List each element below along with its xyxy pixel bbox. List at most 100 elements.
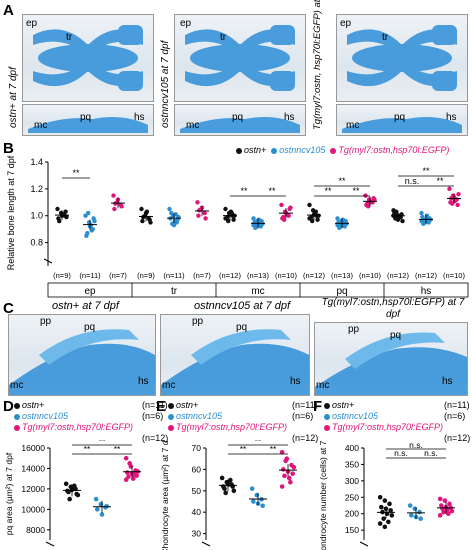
data-point-b <box>310 218 315 224</box>
data-point <box>279 484 285 489</box>
data-point-b <box>86 210 91 216</box>
data-point-b <box>363 193 368 198</box>
y-tick-label-b: 1.4 <box>30 157 43 167</box>
data-point-b <box>92 218 97 224</box>
data-point <box>441 509 446 515</box>
sig-label-b: ** <box>352 186 360 196</box>
data-point <box>223 490 228 496</box>
data-point <box>63 481 69 487</box>
y-tick-label: 16000 <box>21 443 45 453</box>
data-point <box>389 513 395 518</box>
c-label-pq-tg: pq <box>390 330 402 341</box>
data-point-b <box>455 202 460 208</box>
c-label-mc-wt: mc <box>10 380 24 391</box>
data-point <box>75 492 81 498</box>
label-mc-wt: mc <box>34 120 48 131</box>
sig-label-b: ** <box>324 186 332 196</box>
data-point <box>130 476 136 481</box>
sig-label: ** <box>84 444 91 454</box>
data-point-b <box>419 210 424 216</box>
y-tick-label: 30 <box>192 529 202 539</box>
y-tick-label: 40 <box>192 507 202 517</box>
category-label-b: pq <box>336 286 347 297</box>
y-tick-label-b: 0.8 <box>30 238 43 248</box>
data-point-b <box>173 212 178 217</box>
c-label-hs-tg: hs <box>442 376 453 387</box>
label-pq-mut: pq <box>232 112 244 123</box>
category-label-b: mc <box>251 286 264 297</box>
category-label-b: tr <box>171 286 178 297</box>
data-point <box>447 501 452 507</box>
data-point-b <box>456 192 461 197</box>
data-point-b <box>231 217 236 222</box>
legend-mut: ostnncv105 <box>271 145 325 155</box>
data-point-b <box>251 222 256 228</box>
panel-b-legend: ostn+ ostnncv105 Tg(myl7:ostn,hsp70l:EGF… <box>236 145 449 156</box>
y-axis-label: Chondrocyte area (µm²) at 7 dpf <box>160 440 170 550</box>
sig-label: n.s. <box>424 448 438 458</box>
data-point-b <box>368 200 374 205</box>
data-point <box>282 473 287 479</box>
legend-wt: ostn+ <box>236 145 266 155</box>
data-point <box>99 512 105 517</box>
data-point <box>442 498 448 503</box>
y-tick-label: 12000 <box>21 484 45 494</box>
label-hs-mut: hs <box>284 112 295 123</box>
n-label-b: (n=7) <box>109 271 127 280</box>
data-point <box>260 503 265 509</box>
data-point-b <box>307 202 312 208</box>
panel-a-row-label-mut: ostnncv105 at 7 dpf <box>160 40 171 128</box>
label-tr-wt: tr <box>66 32 73 43</box>
data-point-b <box>57 218 62 224</box>
data-point <box>95 507 100 512</box>
chart-b: 0.8 1.0 1.2 1.4 Relative bone length at 7 dp… <box>6 155 469 298</box>
data-point-b <box>55 206 60 212</box>
panel-f-label: F <box>313 398 323 415</box>
panel-a-row-label-wt: ostn+ at 7 dpf <box>8 67 19 128</box>
lateral-photo-wt <box>22 104 154 136</box>
data-point-b <box>148 220 153 225</box>
data-point-b <box>60 212 66 217</box>
sig-label-b: ** <box>240 186 248 196</box>
data-point <box>381 516 386 521</box>
data-point-b <box>196 213 201 218</box>
data-point-b <box>419 218 424 224</box>
n-label-b: (n=12) <box>415 271 437 280</box>
data-point <box>219 475 225 481</box>
data-point <box>132 472 137 477</box>
c-label-pp-mut: pp <box>192 316 204 327</box>
legend-tg: Tg(myl7:ostn,hsp70l:EGFP) <box>330 145 449 155</box>
data-point-b <box>316 213 321 218</box>
data-point-b <box>119 204 124 209</box>
c-label-pp-tg: pp <box>348 324 360 335</box>
y-tick-label: 14000 <box>21 463 45 473</box>
c-label-mc-tg: mc <box>316 380 330 391</box>
data-point-b <box>313 209 318 214</box>
data-point <box>418 516 423 521</box>
panel-b-label: B <box>3 140 14 157</box>
data-point <box>446 511 451 517</box>
data-point <box>123 455 129 461</box>
data-point <box>249 486 255 491</box>
data-point <box>283 458 288 464</box>
data-point <box>379 504 384 510</box>
data-point <box>279 449 285 455</box>
sig-label-b: ** <box>422 166 430 176</box>
sig-label: ** <box>255 440 262 446</box>
data-point-b <box>113 201 118 206</box>
y-axis-label-b: Relative bone length at 7 dpf <box>6 155 16 270</box>
label-ep-tg: ep <box>340 18 352 29</box>
y-tick-label: 8000 <box>26 525 45 535</box>
data-point-b <box>394 209 399 214</box>
sig-label-b: ** <box>338 176 346 186</box>
panel-c-title-wt: ostn+ at 7 dpf <box>52 300 119 312</box>
sig-label: ** <box>270 444 277 454</box>
data-point-b <box>450 201 455 206</box>
y-tick-label-b: 1.2 <box>30 184 43 194</box>
data-point-b <box>167 206 172 212</box>
n-label-b: (n=10) <box>275 271 297 280</box>
dorsal-photo-tg <box>336 14 468 102</box>
sig-label-b: ** <box>268 186 276 196</box>
data-point-b <box>307 216 312 221</box>
n-label-b: (n=12) <box>219 271 241 280</box>
